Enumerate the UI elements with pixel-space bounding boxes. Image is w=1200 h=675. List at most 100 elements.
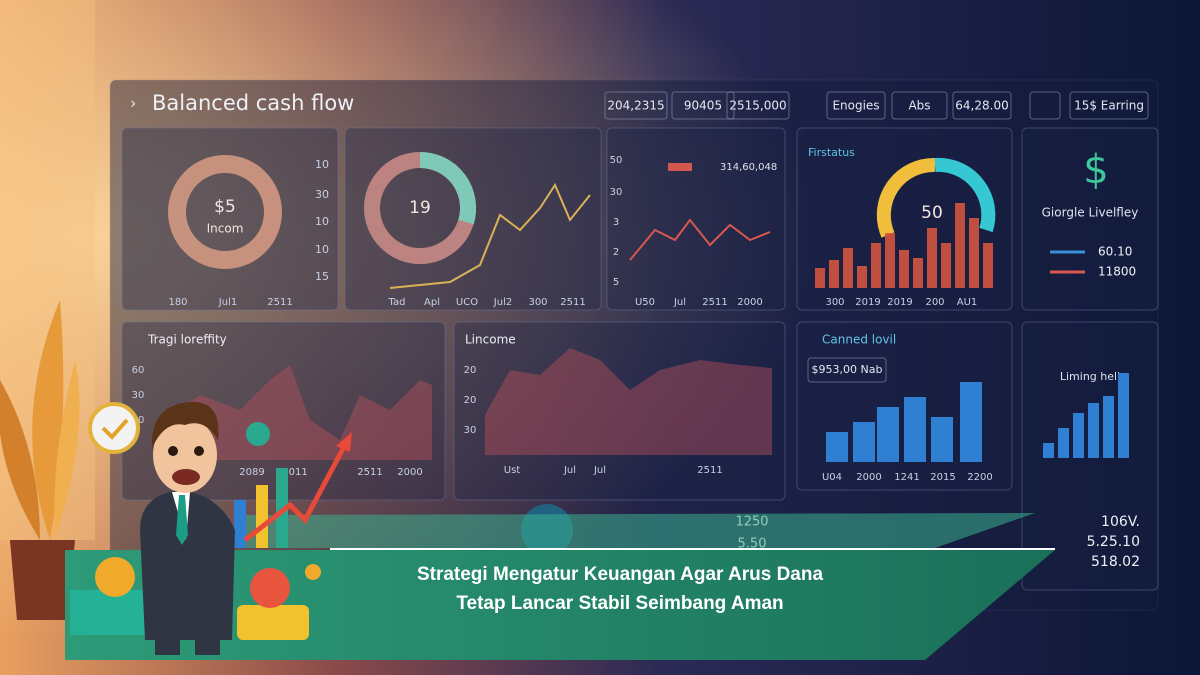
label: Jul — [563, 465, 576, 476]
label: 2511 — [560, 297, 585, 308]
toolbar-icon — [1029, 91, 1061, 120]
bar — [1073, 413, 1084, 458]
ball — [250, 568, 290, 608]
eye — [194, 446, 204, 456]
bar — [1043, 443, 1054, 458]
label: 10 — [315, 158, 329, 171]
toolbar-box — [826, 91, 886, 120]
label: 60 — [132, 365, 145, 376]
label: 20 — [464, 395, 477, 406]
label: 2000 — [397, 467, 422, 478]
label: Jul2 — [493, 297, 512, 308]
bar — [857, 266, 867, 288]
label: 1241 — [894, 472, 919, 483]
bar — [871, 243, 881, 288]
ball — [95, 557, 135, 597]
label: 10 — [315, 243, 329, 256]
label: 2511 — [697, 465, 722, 476]
bar — [1058, 428, 1069, 458]
caption-line: Tetap Lancar Stabil Seimbang Aman — [456, 593, 783, 614]
line — [389, 182, 591, 289]
clock — [88, 402, 140, 454]
label: Tad — [388, 297, 406, 308]
label: Apl — [424, 297, 440, 308]
label: 30 — [464, 425, 477, 436]
label: Firstatus — [808, 146, 855, 159]
eye — [168, 446, 178, 456]
pedestal — [237, 605, 309, 640]
bar — [969, 218, 979, 288]
leg — [195, 620, 220, 655]
mouth — [172, 469, 200, 485]
toolbar-box — [952, 91, 1012, 120]
label: 2015 — [930, 472, 955, 483]
label: AU1 — [957, 297, 978, 308]
label: UCO — [456, 297, 478, 308]
label: 300 — [825, 297, 844, 308]
toolbar-box — [604, 91, 668, 120]
chevron: › — [130, 94, 136, 113]
pot — [10, 540, 75, 620]
label: 90405 — [684, 99, 722, 113]
label: Ust — [504, 465, 521, 476]
banner-back — [235, 513, 1035, 548]
label: $5 — [214, 197, 236, 217]
bar — [829, 260, 839, 288]
check — [101, 418, 129, 440]
label: 518.02 — [1091, 554, 1140, 570]
label: 2000 — [856, 472, 881, 483]
label: 2000 — [737, 297, 762, 308]
label: Liming hell — [1060, 370, 1120, 383]
leaf — [0, 380, 40, 540]
leg — [155, 620, 180, 655]
bar — [941, 243, 951, 288]
panel — [606, 127, 786, 311]
label: 30 — [610, 187, 623, 198]
label: Balanced cash flow — [152, 91, 354, 115]
bar — [955, 203, 965, 288]
bar — [904, 397, 926, 462]
label: Abs — [908, 99, 930, 113]
bar — [899, 250, 909, 288]
head — [153, 417, 217, 493]
label: 2011 — [282, 467, 307, 478]
mini-bar — [234, 500, 246, 548]
donut — [168, 155, 282, 269]
label: 2200 — [967, 472, 992, 483]
bar — [885, 233, 895, 288]
toolbar-box — [1069, 91, 1149, 120]
legend-swatch — [668, 163, 692, 171]
toolbar-box — [726, 91, 790, 120]
dot — [305, 564, 321, 580]
arrow — [243, 443, 348, 542]
mini-bar — [276, 468, 288, 548]
line — [629, 218, 771, 261]
bar — [877, 407, 899, 462]
label: Giorgle Livelfley — [1042, 206, 1139, 220]
label: 3 — [613, 217, 619, 228]
label: 50 — [610, 155, 623, 166]
label: 5.25.10 — [1087, 534, 1140, 550]
label: 64,28.00 — [955, 99, 1008, 113]
label: $ — [1083, 147, 1108, 193]
bar — [913, 258, 923, 288]
dot — [246, 422, 270, 446]
label: Incom — [207, 222, 244, 236]
label: 204,2315 — [607, 99, 664, 113]
label: 2515,000 — [729, 99, 786, 113]
toolbar-box — [671, 91, 735, 120]
label: 50 — [921, 203, 943, 223]
arrow-head — [336, 432, 352, 452]
bar — [843, 248, 853, 288]
label: 314,60,048 — [720, 162, 777, 173]
bar — [853, 422, 875, 462]
label: 300 — [528, 297, 547, 308]
bar — [1118, 373, 1129, 458]
bar — [815, 268, 825, 288]
label: 10 — [315, 215, 329, 228]
label: 15$ Earring — [1074, 99, 1144, 113]
label: 60.10 — [1098, 245, 1132, 259]
bar — [983, 243, 993, 288]
label: Enogies — [832, 99, 879, 113]
